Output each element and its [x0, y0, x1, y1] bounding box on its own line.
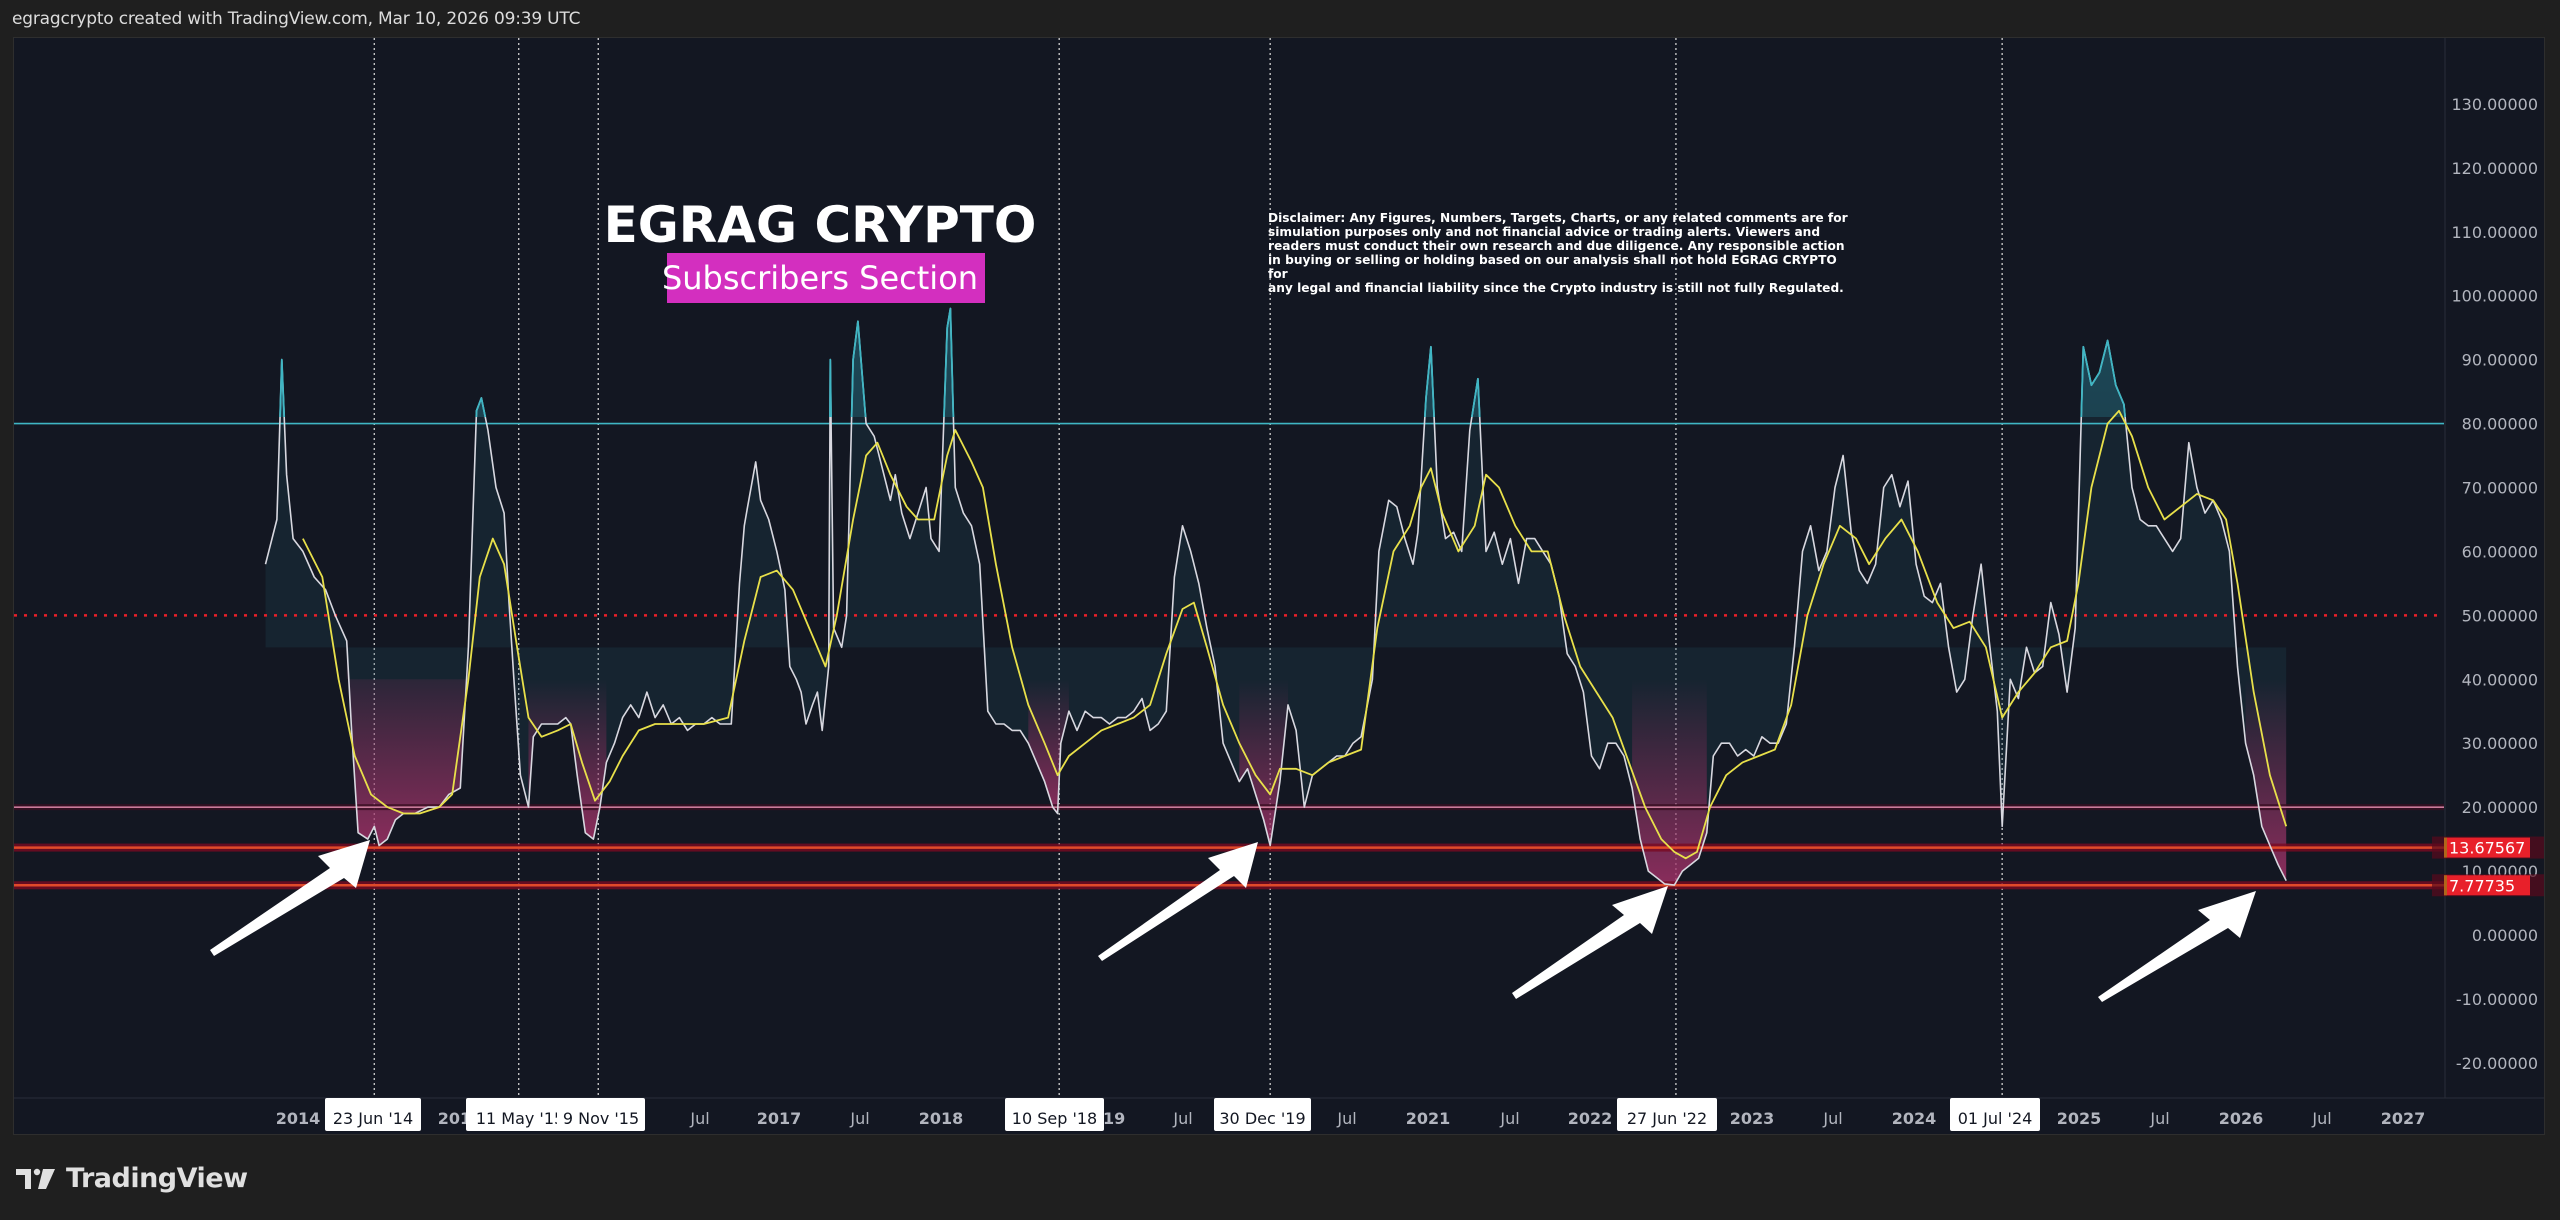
- time-axis-label: Jul: [2149, 1109, 2169, 1128]
- price-axis-label: 40.00000: [2462, 670, 2538, 689]
- date-marker-label: 23 Jun '14: [333, 1109, 413, 1128]
- time-axis-label: Jul: [1499, 1109, 1519, 1128]
- oversold-area: [346, 640, 469, 846]
- oversold-area: [2245, 679, 2287, 881]
- time-axis-label: 2022: [1568, 1109, 1613, 1128]
- date-marker-box: [557, 1098, 645, 1131]
- price-tag[interactable]: [2444, 837, 2530, 858]
- arrow-icon[interactable]: [2098, 891, 2256, 1002]
- price-axis-label: 70.00000: [2462, 478, 2538, 497]
- price-tag-label: 7.77735: [2449, 876, 2515, 895]
- date-marker-label: 27 Jun '22: [1627, 1109, 1707, 1128]
- chart-pane[interactable]: [13, 37, 2545, 1135]
- date-marker-label: 30 Dec '19: [1219, 1109, 1305, 1128]
- date-marker-box: [325, 1098, 421, 1131]
- price-axis-label: 80.00000: [2462, 415, 2538, 434]
- tradingview-logo-icon: [16, 1168, 55, 1189]
- date-marker-box: [1950, 1098, 2040, 1131]
- horizontal-levels: [14, 422, 2444, 890]
- time-axis-label: Jul: [849, 1109, 869, 1128]
- time-axis-label: 2023: [1730, 1109, 1775, 1128]
- arrow-icon[interactable]: [1098, 842, 1258, 961]
- time-axis-label: Jul: [689, 1109, 709, 1128]
- price-axis-label: 120.00000: [2451, 159, 2538, 178]
- date-marker-label: 10 Sep '18: [1012, 1109, 1097, 1128]
- price-axis-label: -20.00000: [2456, 1054, 2538, 1073]
- arrow-icon[interactable]: [1512, 886, 1668, 999]
- price-axis-label: 50.00000: [2462, 606, 2538, 625]
- disclaimer-text: Disclaimer: Any Figures, Numbers, Target…: [1268, 211, 1848, 295]
- overlay-subtitle: Subscribers Section: [662, 259, 978, 297]
- price-tag-edge: [2444, 875, 2447, 896]
- subtitle-badge: [667, 253, 985, 303]
- time-axis-label: 2026: [2219, 1109, 2264, 1128]
- attribution-text: egragcrypto created with TradingView.com…: [12, 9, 581, 29]
- price-axis[interactable]: 130.00000 120.00000 110.00000 100.00000 90.0…: [2451, 95, 2538, 1073]
- series-layer: [264, 307, 2288, 886]
- brand-name: TradingView: [66, 1163, 248, 1194]
- overlay-title: EGRAG CRYPTO: [604, 196, 1037, 254]
- time-axis-label: 2027: [2381, 1109, 2426, 1128]
- zone-fills: [265, 308, 2287, 886]
- price-axis-label: 110.00000: [2451, 223, 2538, 242]
- time-axis-label: 2021: [1406, 1109, 1451, 1128]
- date-marker-box: [466, 1098, 574, 1131]
- price-axis-label: 60.00000: [2462, 542, 2538, 561]
- date-marker-labels: 23 Jun '14 11 May '159 Nov '15 10 Sep '18 3…: [325, 1098, 2040, 1131]
- date-marker-label: 01 Jul '24: [1958, 1109, 2033, 1128]
- oversold-area: [1632, 679, 1707, 886]
- arrow-icon[interactable]: [210, 840, 370, 956]
- date-marker-box: [1005, 1098, 1104, 1131]
- time-axis-label: 2025: [2057, 1109, 2102, 1128]
- time-axis-label: 2024: [1892, 1109, 1937, 1128]
- time-axis-label: Jul: [1822, 1109, 1842, 1128]
- time-axis-label: 2017: [757, 1109, 802, 1128]
- time-axis-label: Jul: [2311, 1109, 2331, 1128]
- time-axis-label: 2018: [919, 1109, 964, 1128]
- time-axis-label: 2014: [276, 1109, 321, 1128]
- date-marker-label: 11 May '15: [476, 1109, 564, 1128]
- price-tag[interactable]: [2444, 875, 2530, 896]
- price-axis-label: 30.00000: [2462, 734, 2538, 753]
- oversold-area: [528, 679, 607, 840]
- tradingview-logo[interactable]: TradingView: [16, 1163, 248, 1194]
- price-axis-label: 90.00000: [2462, 351, 2538, 370]
- price-axis-label: 100.00000: [2451, 287, 2538, 306]
- price-tags: 13.67567 7.77735: [2432, 836, 2544, 897]
- price-tag-label: 13.67567: [2449, 839, 2525, 858]
- date-marker-box: [1617, 1098, 1717, 1131]
- price-axis-label: 130.00000: [2451, 95, 2538, 114]
- time-axis-label: Jul: [1336, 1109, 1356, 1128]
- signal-line: [302, 409, 2288, 860]
- price-axis-label: -10.00000: [2456, 990, 2538, 1009]
- price-axis-label: 0.00000: [2472, 926, 2538, 945]
- price-tag-edge: [2444, 837, 2447, 858]
- vertical-date-markers: [373, 38, 2003, 1098]
- date-marker-label: 9 Nov '15: [563, 1109, 639, 1128]
- oscillator-line: [264, 307, 2287, 886]
- time-axis-label: Jul: [1172, 1109, 1192, 1128]
- price-axis-label: 20.00000: [2462, 798, 2538, 817]
- annotation-arrows: [210, 840, 2256, 1002]
- date-marker-box: [1214, 1098, 1311, 1131]
